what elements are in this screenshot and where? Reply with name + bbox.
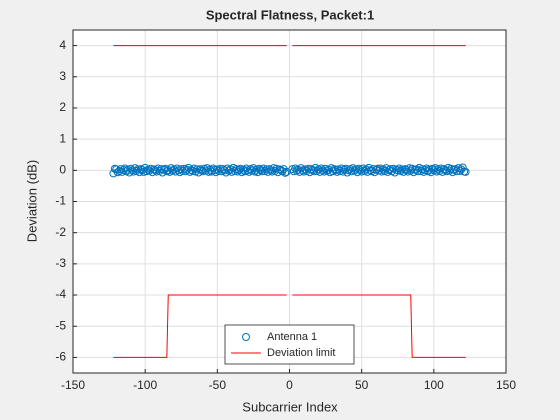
data-point — [299, 167, 308, 176]
x-tick-label: -50 — [209, 378, 227, 392]
data-point — [214, 166, 223, 175]
x-tick-label: -150 — [61, 378, 85, 392]
y-tick-label: 1 — [59, 131, 66, 145]
x-tick-label: 0 — [286, 378, 293, 392]
data-point — [338, 167, 347, 176]
data-point — [288, 165, 297, 174]
x-tick-label: 50 — [355, 378, 369, 392]
y-tick-label: -4 — [55, 287, 66, 301]
axes-box — [72, 29, 507, 374]
y-axis-label: Deviation (dB) — [24, 160, 39, 242]
y-tick-label: 4 — [59, 38, 66, 52]
legend-marker — [242, 333, 250, 341]
x-axis-label: Subcarrier Index — [242, 399, 338, 414]
limit-line — [113, 45, 466, 358]
y-tick-label: 3 — [59, 69, 66, 83]
y-tick-label: -5 — [55, 318, 66, 332]
y-tick-label: -1 — [55, 194, 66, 208]
data-point — [458, 163, 467, 172]
data-point — [373, 164, 382, 173]
y-tick-label: 0 — [59, 162, 66, 176]
y-tick-label: 2 — [59, 100, 66, 114]
y-tick-label: -6 — [55, 350, 66, 364]
legend-box — [224, 324, 355, 365]
x-tick-label: 100 — [424, 378, 444, 392]
y-tick-label: -2 — [55, 225, 66, 239]
chart-title: Spectral Flatness, Packet:1 — [206, 7, 374, 22]
data-point — [428, 164, 437, 173]
data-point — [331, 166, 340, 175]
x-tick-label: -100 — [133, 378, 157, 392]
y-tick-label: -3 — [55, 256, 66, 270]
data-point — [281, 168, 290, 177]
x-tick-label: 150 — [496, 378, 516, 392]
legend-label: Deviation limit — [267, 347, 335, 359]
legend-label: Antenna 1 — [267, 331, 317, 343]
data-point — [279, 165, 288, 174]
data-point — [340, 165, 349, 174]
data-point — [142, 167, 151, 176]
data-point — [461, 167, 470, 176]
data-point — [139, 167, 148, 176]
